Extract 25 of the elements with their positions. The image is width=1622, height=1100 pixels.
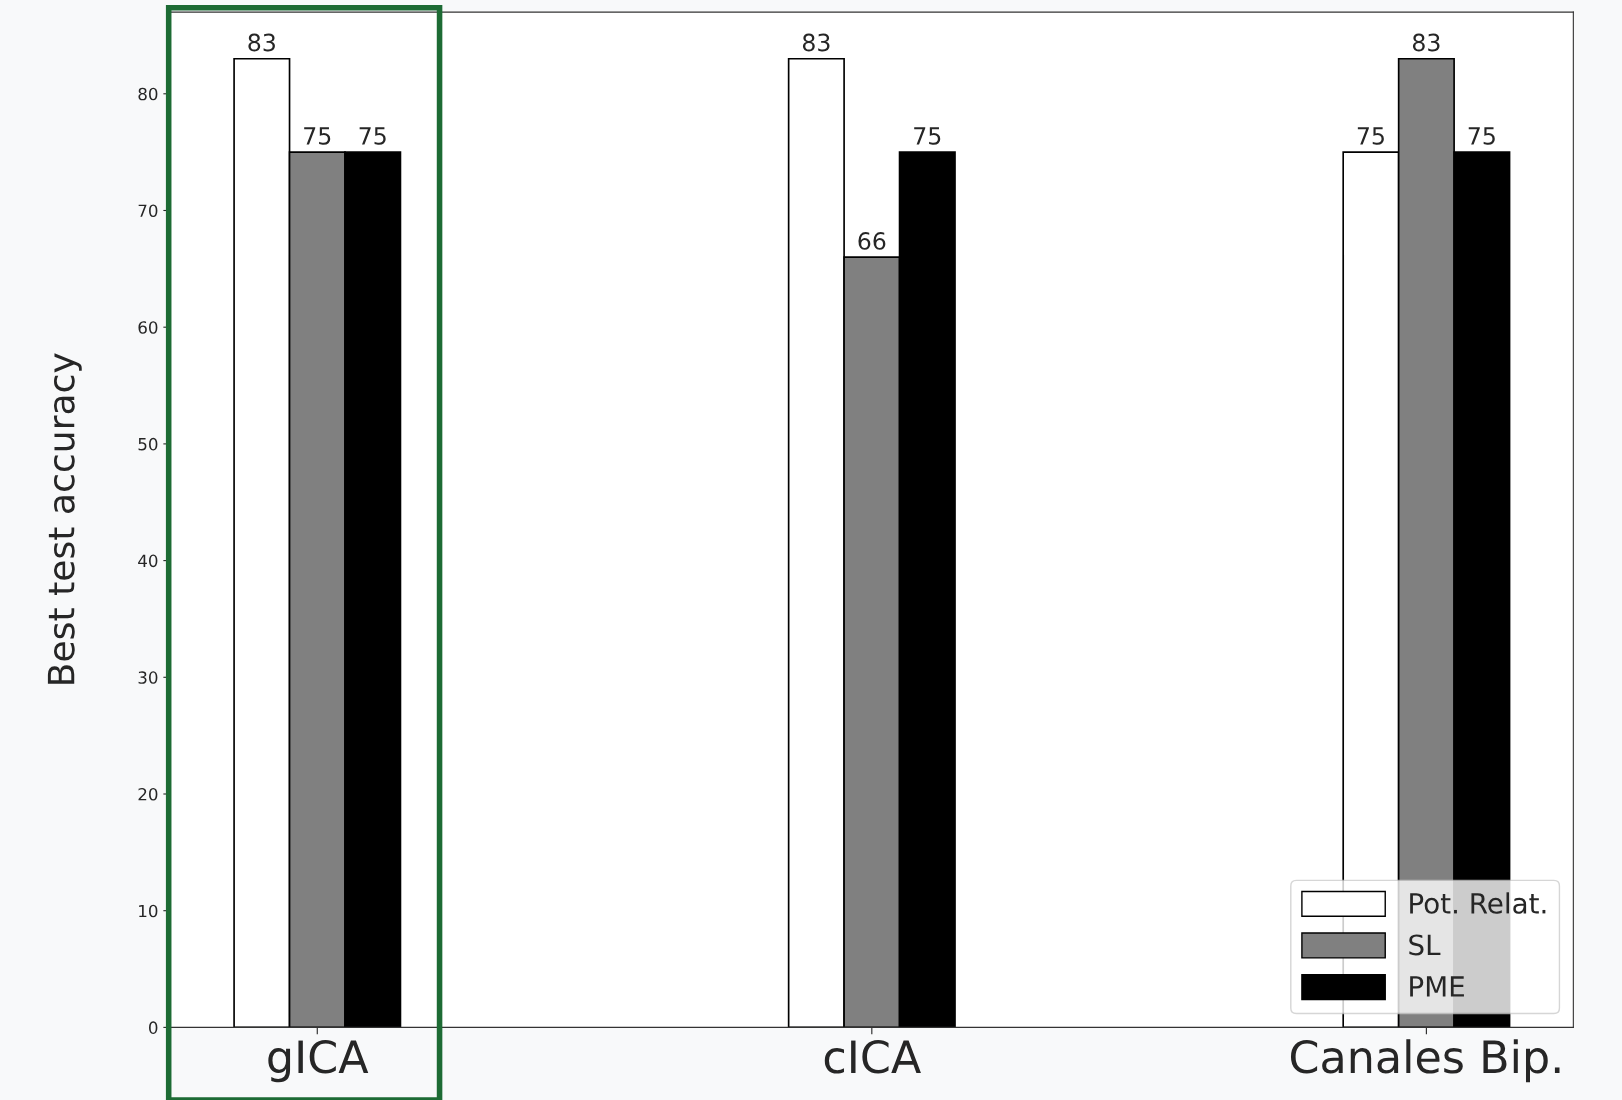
- legend-label: PME: [1410, 976, 1464, 997]
- data-label: 75: [1468, 127, 1495, 145]
- y-tick-label: 30: [138, 671, 158, 684]
- data-label: 75: [304, 127, 331, 145]
- data-label: 75: [359, 127, 386, 145]
- legend-label: Pot. Relat.: [1410, 892, 1546, 914]
- y-tick-label: 60: [138, 321, 158, 334]
- y-tick-label: 50: [138, 437, 158, 451]
- x-tick-label: gICA: [268, 1039, 369, 1083]
- x-tick-label: cICA: [824, 1039, 921, 1074]
- data-label: 66: [858, 231, 886, 250]
- y-tick-label: 80: [138, 87, 158, 101]
- data-label: 75: [1357, 127, 1384, 145]
- data-label: 83: [802, 33, 830, 52]
- y-tick-label: 70: [138, 204, 158, 218]
- data-label: 83: [1412, 33, 1440, 52]
- legend-label: SL: [1409, 934, 1441, 956]
- data-label: 83: [248, 33, 275, 52]
- data-label: 75: [914, 127, 941, 145]
- y-tick-label: 40: [138, 554, 158, 568]
- y-axis-title: Best test accuracy: [47, 353, 82, 684]
- y-tick-label: 10: [139, 904, 158, 918]
- x-tick-label: Canales Bip.: [1290, 1039, 1560, 1083]
- y-tick-label: 0: [149, 1021, 158, 1034]
- y-tick-label: 20: [138, 787, 158, 801]
